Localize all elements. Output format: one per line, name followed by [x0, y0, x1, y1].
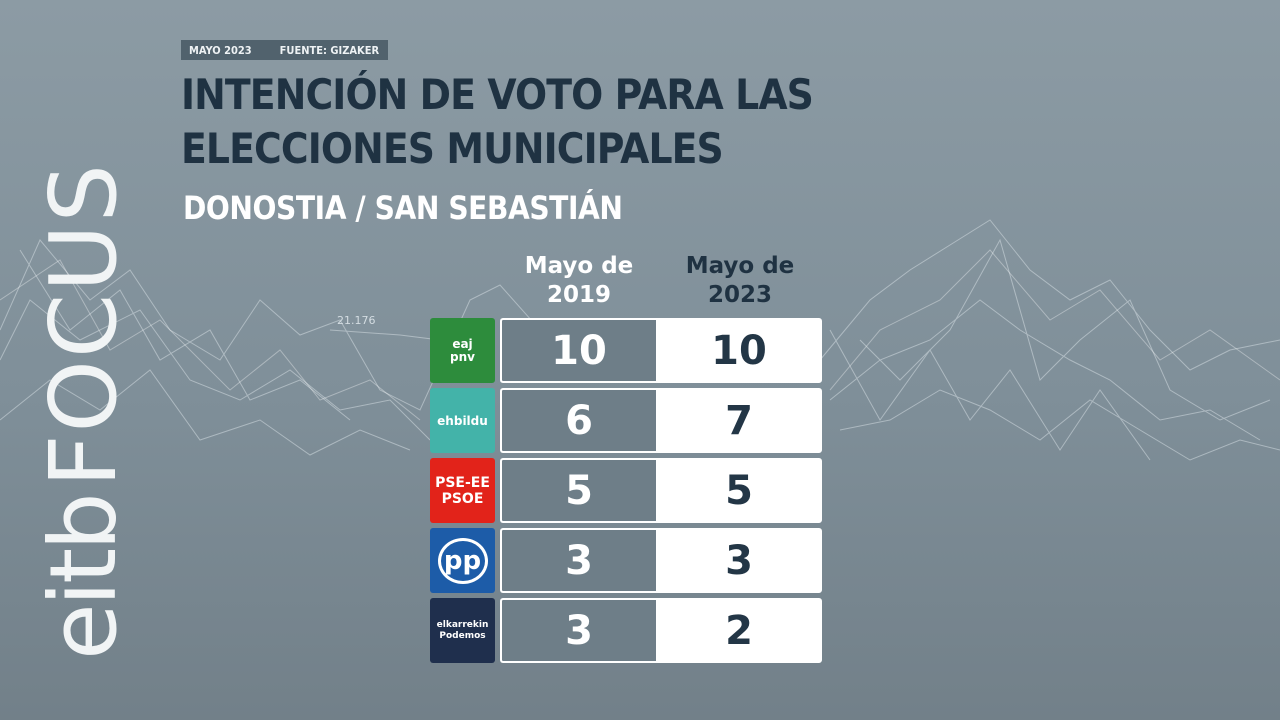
logo-focus-text: FOCUS [30, 162, 137, 488]
seats-2023-value: 7 [656, 388, 822, 453]
source-label: FUENTE: GIZAKER [279, 43, 380, 57]
party-logo-text: eaj [452, 336, 473, 351]
seats-2019-value: 5 [500, 458, 656, 523]
logo-eitb-text: eitb [30, 495, 137, 660]
seats-2023-value: 5 [656, 458, 822, 523]
table-row: eaj pnv 10 10 [430, 318, 822, 383]
party-logo: elkarrekin Podemos [430, 598, 495, 663]
party-logo: eaj pnv [430, 318, 495, 383]
party-logo-text: pnv [450, 349, 475, 364]
background-value-label: 21.176 [337, 314, 376, 327]
party-logo-text: PSOE [441, 490, 484, 507]
column-header-2019: Mayo de 2019 [524, 253, 634, 308]
seats-2023-value: 3 [656, 528, 822, 593]
seats-2019-value: 3 [500, 528, 656, 593]
table-row: ehbildu 6 7 [430, 388, 822, 453]
party-logo-text: PSE-EE [435, 474, 490, 491]
source-tag: MAYO 2023 FUENTE: GIZAKER [181, 40, 388, 60]
party-logo-text: Podemos [439, 630, 486, 641]
party-logo: pp [430, 528, 495, 593]
seats-2019-value: 10 [500, 318, 656, 383]
seats-2023-value: 10 [656, 318, 822, 383]
party-logo-text: elkarrekin [436, 619, 489, 630]
page-subtitle: DONOSTIA / SAN SEBASTIÁN [183, 189, 623, 227]
table-row: elkarrekin Podemos 3 2 [430, 598, 822, 663]
page-title: INTENCIÓN DE VOTO PARA LAS ELECCIONES MU… [181, 70, 814, 173]
eitb-focus-logo: eitb FOCUS [30, 162, 137, 660]
party-logo-text: ehbildu [437, 413, 488, 428]
seats-2023-value: 2 [656, 598, 822, 663]
table-row: PSE-EE PSOE 5 5 [430, 458, 822, 523]
party-logo: PSE-EE PSOE [430, 458, 495, 523]
party-logo-text: pp [443, 545, 482, 576]
seats-2019-value: 6 [500, 388, 656, 453]
seats-2019-value: 3 [500, 598, 656, 663]
party-logo: ehbildu [430, 388, 495, 453]
column-header-2023: Mayo de 2023 [685, 253, 795, 308]
table-row: pp 3 3 [430, 528, 822, 593]
date-tag: MAYO 2023 [189, 43, 252, 57]
